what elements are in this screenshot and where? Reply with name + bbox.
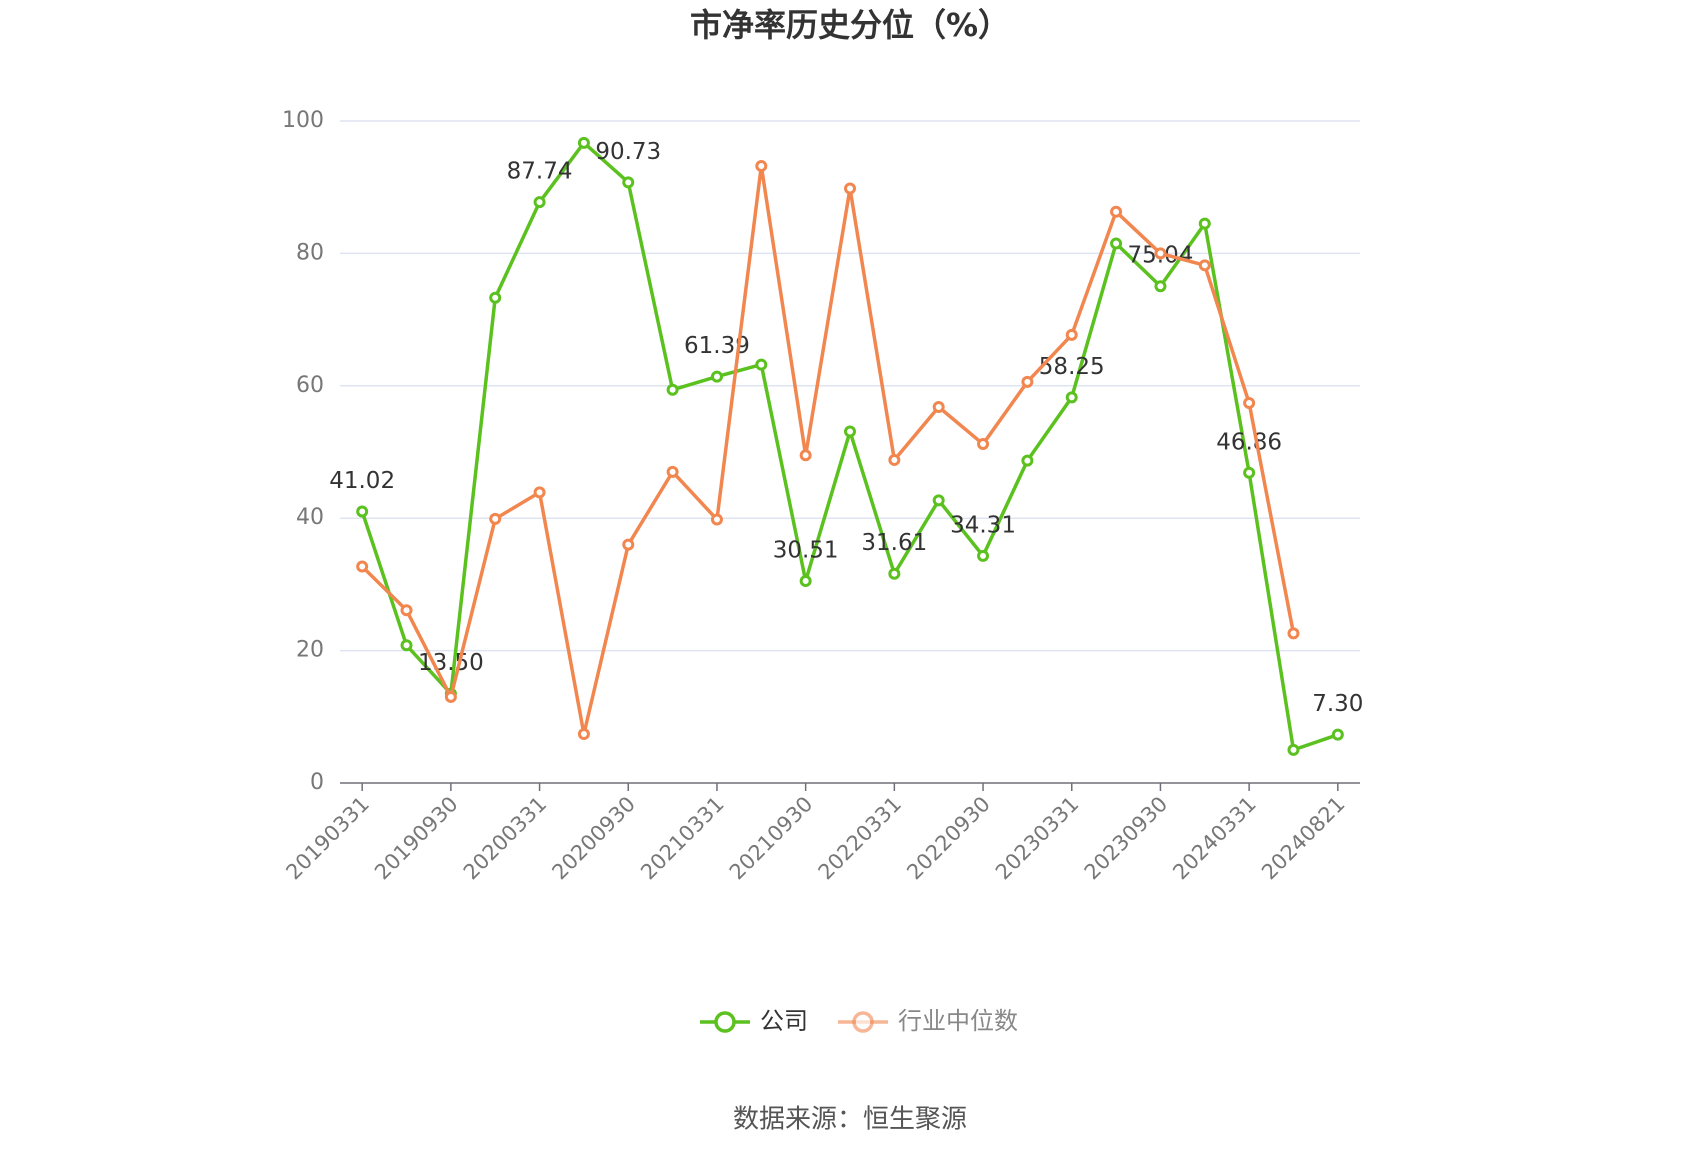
data-label: 34.31 — [950, 512, 1016, 538]
data-point — [932, 494, 945, 507]
data-point — [666, 465, 679, 478]
data-point — [1287, 743, 1300, 756]
data-point — [844, 182, 856, 195]
data-point — [1110, 237, 1123, 250]
data-point — [710, 370, 723, 383]
x-tick-label: 20240821 — [1257, 792, 1350, 885]
data-label: 31.61 — [861, 530, 927, 556]
data-point — [1021, 454, 1034, 467]
data-point — [666, 383, 679, 396]
data-point — [622, 538, 635, 551]
x-tick-label: 20210331 — [636, 792, 729, 885]
data-point — [1154, 280, 1167, 293]
x-tick-label: 20210930 — [725, 792, 818, 885]
data-point — [533, 486, 546, 499]
x-tick-label: 20190331 — [281, 792, 374, 885]
y-tick-label: 20 — [296, 638, 324, 663]
data-point — [577, 136, 590, 149]
source-note: 数据来源：恒生聚源 — [733, 1105, 967, 1135]
series-line — [360, 141, 1339, 752]
x-tick-label: 20200930 — [547, 792, 640, 885]
data-point — [489, 512, 502, 525]
data-point — [755, 160, 768, 173]
data-point — [400, 639, 413, 652]
data-label: 41.02 — [329, 468, 395, 494]
data-point — [356, 505, 369, 518]
y-tick-label: 40 — [296, 505, 324, 530]
data-point — [622, 176, 635, 189]
y-tick-label: 60 — [296, 373, 324, 398]
data-point — [932, 400, 945, 413]
data-point — [1198, 217, 1211, 230]
y-tick-label: 0 — [310, 770, 324, 795]
data-point — [1110, 205, 1123, 218]
legend-marker — [852, 1011, 874, 1033]
data-label: 7.30 — [1312, 691, 1363, 717]
legend-label: 公司 — [760, 1007, 808, 1035]
data-point — [1287, 627, 1300, 640]
data-point — [710, 513, 723, 526]
data-point — [1065, 328, 1078, 341]
data-label: 90.73 — [595, 139, 661, 165]
data-point — [977, 549, 990, 562]
data-point — [1065, 391, 1078, 404]
data-point — [844, 425, 856, 438]
data-point — [755, 358, 768, 371]
data-point — [888, 567, 901, 580]
x-tick-label: 20200331 — [459, 792, 552, 885]
legend-marker — [714, 1011, 736, 1033]
data-point — [977, 438, 990, 451]
data-point — [1243, 466, 1256, 479]
data-point — [799, 449, 812, 462]
data-point — [1331, 728, 1344, 741]
x-tick-label: 20230930 — [1080, 792, 1173, 885]
data-label: 30.51 — [773, 538, 839, 564]
chart-title: 市净率历史分位（%） — [690, 6, 1010, 44]
data-point — [533, 196, 546, 209]
data-point — [1154, 247, 1167, 260]
data-point — [489, 291, 502, 304]
x-tick-label: 20220930 — [902, 792, 995, 885]
data-point — [1198, 259, 1211, 272]
x-tick-label: 20240331 — [1168, 792, 1261, 885]
legend-label: 行业中位数 — [898, 1007, 1018, 1035]
x-tick-label: 20230331 — [991, 792, 1084, 885]
data-label: 46.86 — [1216, 429, 1282, 455]
x-tick-label: 20190930 — [370, 792, 463, 885]
x-tick-label: 20220331 — [814, 792, 907, 885]
data-point — [799, 575, 812, 588]
series-line — [360, 164, 1296, 736]
data-point — [356, 560, 369, 573]
data-point — [1243, 397, 1256, 410]
y-tick-label: 80 — [296, 240, 324, 265]
data-point — [400, 604, 413, 617]
y-tick-label: 100 — [282, 108, 324, 133]
data-point — [1021, 375, 1034, 388]
data-point — [444, 690, 457, 703]
data-point — [888, 453, 901, 466]
data-label: 87.74 — [507, 159, 573, 185]
data-point — [577, 728, 590, 741]
